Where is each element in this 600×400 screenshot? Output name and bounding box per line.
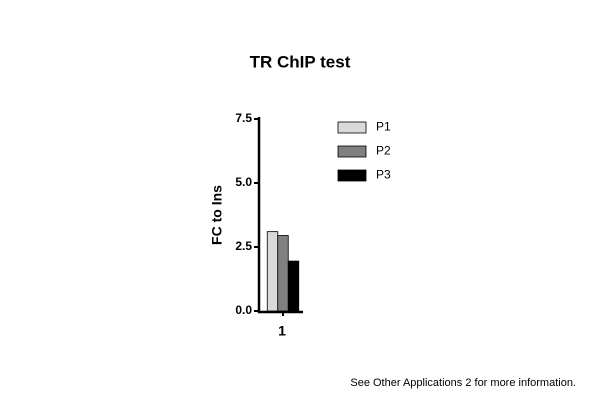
legend-swatch [337, 145, 367, 158]
legend-label: P1 [376, 120, 391, 134]
y-tick-label: 0.0 [235, 303, 252, 317]
legend-swatch [337, 169, 367, 182]
bar [287, 260, 300, 312]
bar [277, 235, 289, 312]
y-tick-label: 2.5 [235, 239, 252, 253]
chart-title: TR ChIP test [250, 52, 351, 71]
y-axis-label: FC to Ins [209, 185, 225, 245]
legend-swatch [337, 121, 367, 134]
note: See Other Applications 2 for more inform… [350, 377, 576, 389]
bar [266, 231, 279, 312]
x-tick-label: 1 [278, 323, 286, 339]
legend-label: P3 [376, 168, 391, 182]
y-tick-label: 7.5 [235, 111, 252, 125]
y-tick-label: 5.0 [235, 175, 252, 189]
legend-label: P2 [376, 144, 391, 158]
